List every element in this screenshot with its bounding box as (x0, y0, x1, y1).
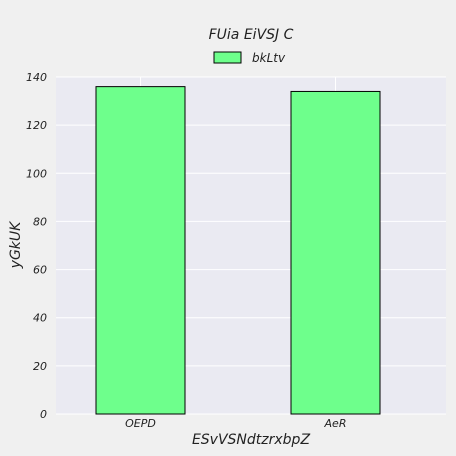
y-tick-label: 20 (33, 360, 47, 373)
y-tick-label: 0 (40, 408, 47, 421)
x-axis-label: ESvVSNdtzrxbpZ (192, 432, 310, 448)
y-tick-label: 40 (33, 312, 47, 325)
x-tick-label: AeR (324, 417, 347, 430)
bars (95, 86, 381, 415)
y-tick-label: 80 (33, 215, 47, 228)
y-tick-labels: 0 20 40 60 80 100 120 140 (26, 71, 47, 421)
x-tick-labels: OEPD AeR (125, 417, 346, 430)
y-tick-label: 140 (26, 71, 47, 84)
bar (95, 86, 186, 415)
bar (290, 90, 381, 415)
y-axis-label: yGkUK (8, 220, 24, 269)
legend-label: bkLtv (252, 51, 286, 65)
legend-swatch (213, 51, 242, 64)
legend: bkLtv (213, 51, 286, 65)
y-tick-label: 100 (26, 167, 47, 180)
x-tick-label: OEPD (125, 417, 156, 430)
chart-title: FUia EiVSJ C (209, 27, 294, 43)
y-tick-label: 120 (26, 119, 47, 132)
y-tick-label: 60 (33, 264, 47, 277)
